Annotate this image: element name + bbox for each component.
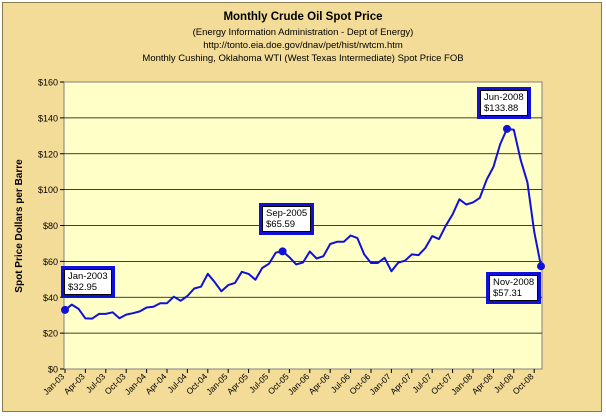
annotation-jan-2003: Jan-2003 $32.95: [61, 266, 115, 298]
x-tick-label: Apr-04: [143, 371, 168, 396]
y-tick-label: $160: [38, 78, 58, 88]
x-tick-label: Oct-03: [103, 371, 128, 396]
x-tick-label: Apr-03: [62, 371, 87, 396]
chart-subtitle-description: Monthly Cushing, Oklahoma WTI (West Texa…: [142, 53, 464, 64]
annotation-jun-2008-value: $133.88: [484, 103, 519, 114]
y-axis-ticks: $0 $20 $40 $60 $80 $100 $120 $140 $160: [38, 78, 64, 375]
y-tick-label: $40: [43, 293, 58, 303]
x-tick-label: Oct-05: [266, 371, 291, 396]
y-tick-label: $0: [48, 365, 58, 375]
chart-subtitle-url: http://tonto.eia.doe.gov/dnav/pet/hist/r…: [203, 40, 403, 51]
x-axis-ticks: Jan-03Apr-03Jul-03Oct-03Jan-04Apr-04Jul-…: [41, 369, 536, 397]
chart-subtitle-source: (Energy Information Administration - Dep…: [192, 27, 414, 38]
highlight-marker: [503, 124, 511, 133]
x-tick-label: Jan-03: [41, 371, 67, 397]
y-tick-label: $140: [38, 113, 58, 123]
x-tick-label: Apr-06: [307, 371, 332, 396]
x-tick-label: Oct-07: [429, 371, 454, 396]
x-tick-label: Apr-07: [388, 371, 413, 396]
annotation-sep-2005-label: Sep-2005: [266, 208, 308, 219]
x-tick-label: Oct-04: [184, 371, 209, 396]
x-tick-label: Jan-08: [449, 371, 475, 397]
annotation-sep-2005: Sep-2005 $65.59: [258, 203, 315, 235]
x-tick-label: Oct-08: [511, 371, 536, 396]
annotation-jan-2003-label: Jan-2003: [68, 271, 108, 282]
chart-title: Monthly Crude Oil Spot Price: [223, 11, 383, 23]
x-tick-label: Jan-07: [367, 371, 393, 397]
annotation-nov-2008-label: Nov-2008: [493, 277, 535, 288]
annotation-jan-2003-value: $32.95: [68, 282, 98, 293]
highlight-marker: [537, 262, 545, 271]
highlight-marker: [278, 247, 287, 256]
annotation-nov-2008: Nov-2008 $57.31: [485, 272, 542, 304]
annotation-nov-2008-value: $57.31: [493, 288, 523, 299]
x-tick-label: Jan-06: [286, 371, 312, 397]
y-tick-label: $60: [43, 257, 58, 267]
y-axis-label: Spot Price Dollars per Barre: [14, 159, 25, 293]
x-tick-label: Oct-06: [347, 371, 372, 396]
annotation-sep-2005-value: $65.59: [266, 219, 296, 230]
highlight-markers: [61, 124, 545, 314]
x-tick-label: Jan-04: [123, 371, 149, 397]
series-line-group: [64, 127, 542, 320]
y-tick-label: $20: [43, 329, 58, 339]
annotation-jun-2008-label: Jun-2008: [484, 92, 524, 103]
highlight-marker: [61, 305, 69, 314]
series-line: [64, 127, 542, 320]
x-tick-label: Apr-08: [470, 371, 495, 396]
y-tick-label: $120: [38, 149, 58, 159]
y-tick-label: $100: [38, 185, 58, 195]
annotation-jun-2008: Jun-2008 $133.88: [477, 87, 531, 119]
y-tick-label: $80: [43, 221, 58, 231]
x-tick-label: Jan-05: [204, 371, 230, 397]
x-tick-label: Apr-05: [225, 371, 250, 396]
